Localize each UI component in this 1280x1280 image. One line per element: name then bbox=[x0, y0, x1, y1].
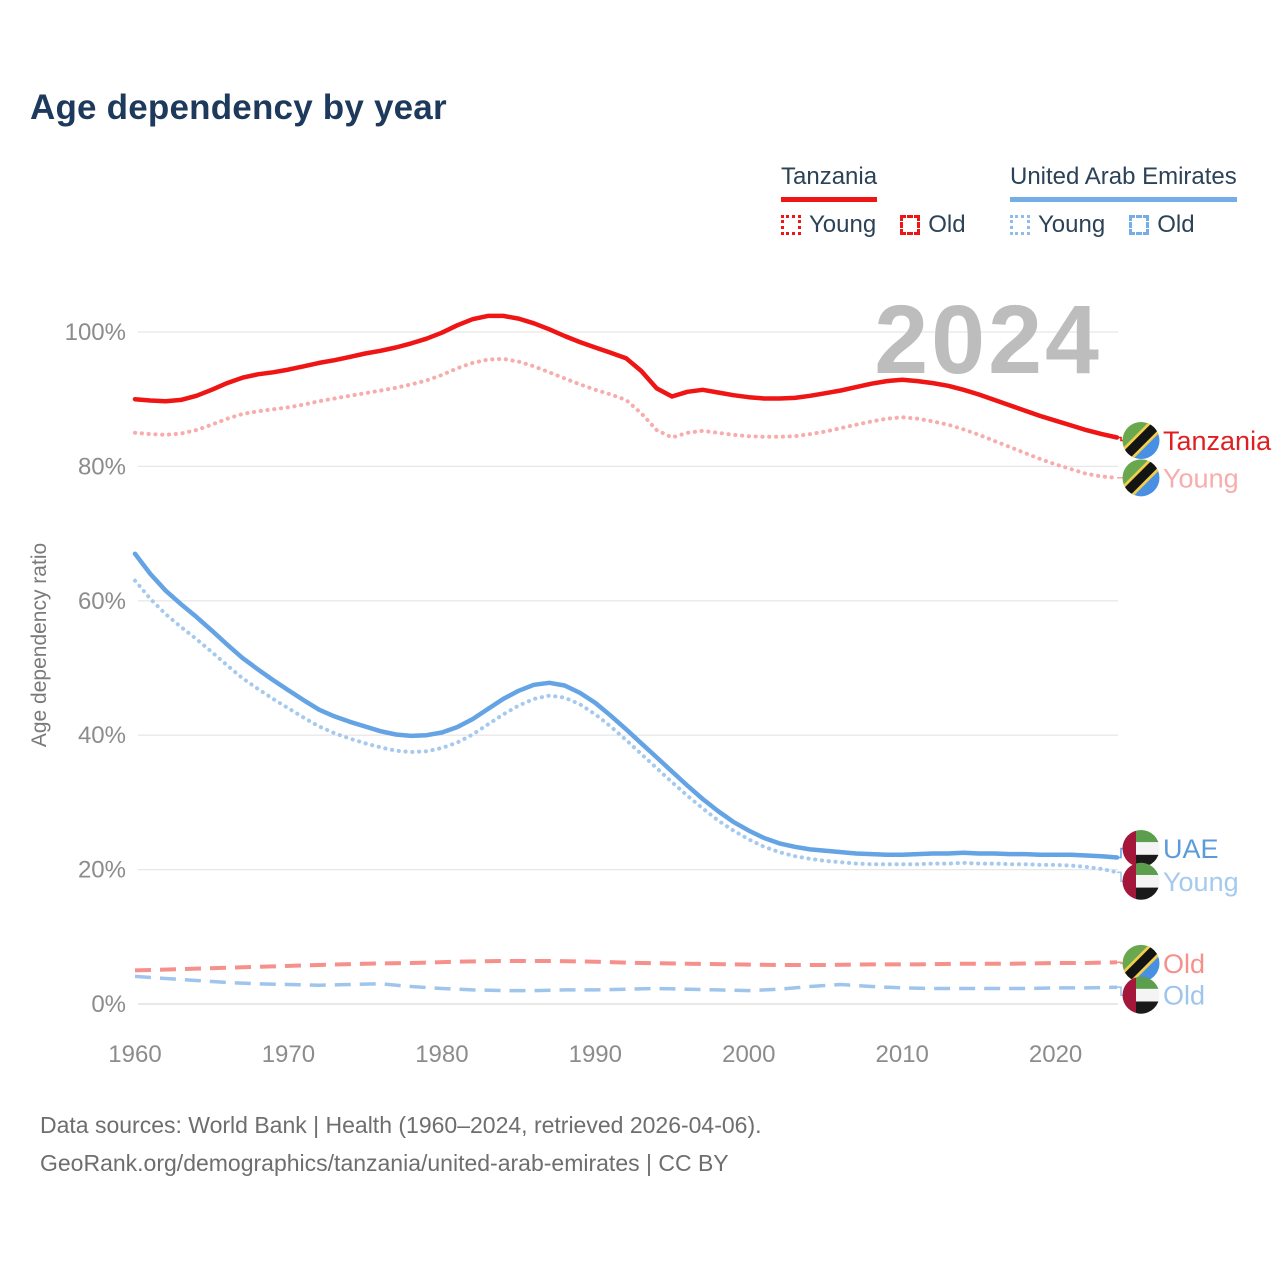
y-tick-label: 100% bbox=[65, 319, 126, 346]
uae-old-swatch-icon bbox=[1129, 215, 1150, 235]
legend-uae-title: United Arab Emirates bbox=[1010, 163, 1237, 202]
y-tick-label: 20% bbox=[78, 857, 126, 884]
y-tick-label: 0% bbox=[91, 991, 126, 1018]
uae-young-swatch-icon bbox=[1010, 215, 1030, 235]
footer-attribution: GeoRank.org/demographics/tanzania/united… bbox=[40, 1150, 729, 1176]
x-tick-label: 2010 bbox=[876, 1041, 929, 1068]
series-line-uae-total[interactable] bbox=[132, 551, 1120, 860]
legend-uae: United Arab Emirates Young Old bbox=[1010, 163, 1237, 239]
series-line-tanzania-total[interactable] bbox=[132, 313, 1120, 440]
series-line-uae-young[interactable] bbox=[133, 578, 1119, 875]
footer-data-sources: Data sources: World Bank | Health (1960–… bbox=[40, 1112, 762, 1138]
x-tick-label: 2020 bbox=[1029, 1041, 1082, 1068]
legend-label: Old bbox=[928, 211, 966, 238]
end-label-uae-old[interactable]: Old bbox=[1163, 981, 1205, 1011]
tanzania-young-swatch-icon bbox=[781, 215, 801, 235]
x-tick-label: 1980 bbox=[415, 1041, 468, 1068]
uae-flag-icon bbox=[1122, 862, 1160, 900]
end-label-tanzania-old[interactable]: Old bbox=[1163, 949, 1205, 979]
legend-tanzania-row: Young Old bbox=[781, 211, 966, 239]
end-label-tanzania-total[interactable]: Tanzania bbox=[1163, 426, 1272, 456]
legend-tanzania: Tanzania Young Old bbox=[781, 163, 966, 239]
uae-flag-icon bbox=[1122, 976, 1160, 1014]
end-label-tanzania-young[interactable]: Young bbox=[1163, 463, 1239, 493]
end-label-uae-total[interactable]: UAE bbox=[1163, 834, 1219, 864]
legend-item-tanzania-old[interactable]: Old bbox=[900, 211, 966, 239]
legend-item-tanzania-young[interactable]: Young bbox=[781, 211, 876, 239]
y-tick-label: 40% bbox=[78, 722, 126, 749]
x-tick-label: 2000 bbox=[722, 1041, 775, 1068]
tanzania-flag-icon bbox=[1122, 944, 1160, 982]
x-tick-label: 1960 bbox=[108, 1041, 161, 1068]
series-line-uae-old[interactable] bbox=[134, 974, 1118, 993]
x-tick-label: 1990 bbox=[569, 1041, 622, 1068]
tanzania-old-swatch-icon bbox=[900, 215, 921, 235]
y-axis-title: Age dependency ratio bbox=[28, 543, 51, 747]
y-tick-label: 60% bbox=[78, 588, 126, 615]
legend-item-uae-old[interactable]: Old bbox=[1129, 211, 1195, 239]
end-label-uae-young[interactable]: Young bbox=[1163, 867, 1239, 897]
tanzania-flag-icon bbox=[1122, 459, 1160, 497]
watermark-year: 2024 bbox=[874, 285, 1102, 394]
x-tick-label: 1970 bbox=[262, 1041, 315, 1068]
legend-uae-row: Young Old bbox=[1010, 211, 1237, 239]
legend-label: Old bbox=[1157, 211, 1195, 238]
page-title: Age dependency by year bbox=[30, 88, 447, 127]
legend-label: Young bbox=[1038, 211, 1106, 238]
footer: Data sources: World Bank | Health (1960–… bbox=[40, 1106, 762, 1182]
series-line-tanzania-old[interactable] bbox=[134, 959, 1118, 973]
legend-item-uae-young[interactable]: Young bbox=[1010, 211, 1105, 239]
legend-tanzania-title: Tanzania bbox=[781, 163, 878, 202]
legend-label: Young bbox=[809, 211, 877, 238]
tanzania-flag-icon bbox=[1122, 422, 1160, 460]
uae-flag-icon bbox=[1122, 830, 1160, 868]
y-tick-label: 80% bbox=[78, 453, 126, 480]
